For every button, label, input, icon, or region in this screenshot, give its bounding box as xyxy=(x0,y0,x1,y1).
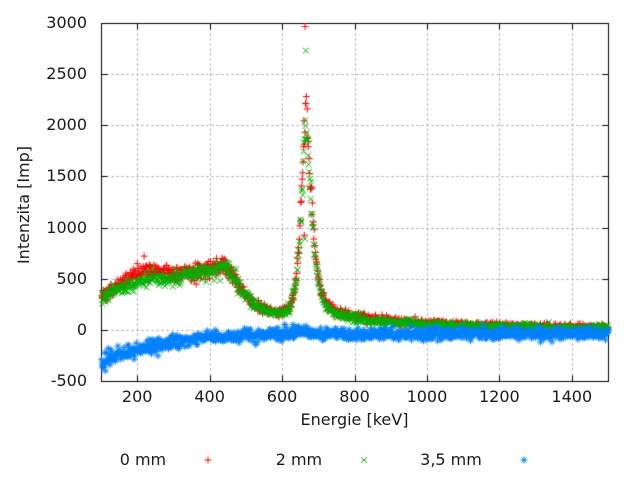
plus-marker-icon xyxy=(200,451,217,468)
legend-label-0mm: 0 mm xyxy=(119,450,167,469)
legend-item-2mm: 2 mm xyxy=(264,450,373,469)
legend-label-2mm: 2 mm xyxy=(275,450,323,469)
cross-marker-icon xyxy=(356,451,373,468)
legend-item-0mm: 0 mm xyxy=(108,450,217,469)
asterisk-marker-icon xyxy=(515,451,532,468)
legend-label-3-5mm: 3,5 mm xyxy=(420,450,482,469)
legend-item-3-5mm: 3,5 mm xyxy=(420,450,532,469)
legend: 0 mm 2 mm 3,5 mm xyxy=(0,450,640,469)
x-axis-title: Energie [keV] xyxy=(300,410,409,429)
y-axis-title: Intenzita [Imp] xyxy=(14,145,33,265)
